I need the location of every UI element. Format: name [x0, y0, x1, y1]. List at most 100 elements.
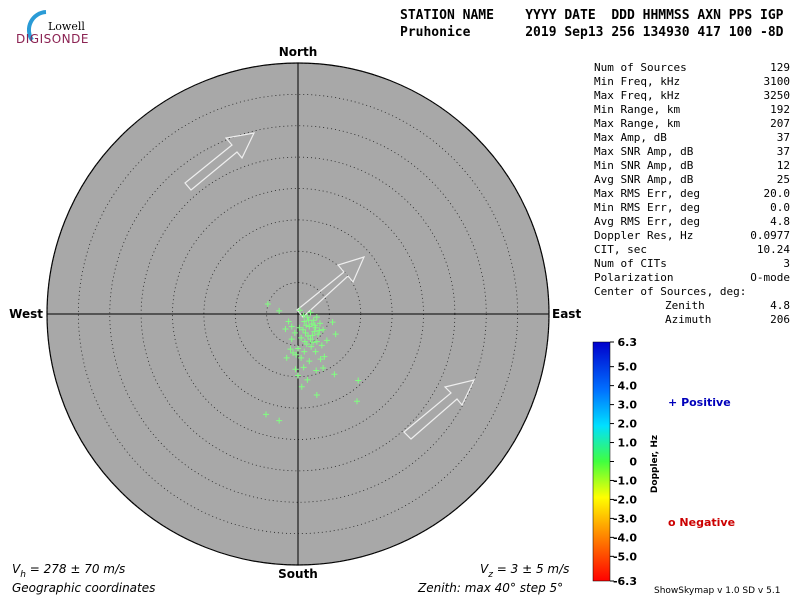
vh-rest: = 278 ± 70 m/s: [26, 562, 125, 576]
stat-value: O-mode: [750, 271, 790, 284]
stat-value: 3100: [764, 75, 791, 88]
vh-text: Vh = 278 ± 70 m/s: [12, 562, 125, 580]
stat-label: Min Freq, kHz: [594, 75, 680, 88]
stat-label: Polarization: [594, 271, 673, 284]
colorbar-tick-label: 0: [629, 456, 637, 469]
legend-positive: + Positive: [668, 396, 731, 409]
stat-label: CIT, sec: [594, 243, 647, 256]
source-point: [289, 349, 296, 356]
compass-label: West: [9, 307, 43, 321]
stat-label: Avg RMS Err, deg: [594, 215, 700, 228]
logo-bottom: DIGISONDE: [16, 32, 89, 46]
stat-value: 12: [777, 159, 790, 172]
header-line: Pruhonice 2019 Sep13 256 134930 417 100 …: [400, 25, 784, 40]
source-point: [296, 324, 303, 331]
colorbar-tick-label: -2.0: [613, 493, 637, 506]
source-point: [315, 331, 322, 338]
colorbar-tick-label: 1.0: [618, 437, 638, 450]
stat-label: Max RMS Err, deg: [594, 187, 700, 200]
source-point: [312, 348, 319, 355]
source-point: [264, 300, 271, 307]
source-point: [310, 317, 317, 324]
source-point: [295, 345, 301, 352]
center-label: Zenith: [665, 299, 705, 312]
source-point: [298, 334, 305, 341]
source-point: [298, 354, 305, 361]
source-point: [287, 346, 294, 353]
colorbar-tick-label: 3.0: [618, 399, 638, 412]
vz-v: V: [480, 562, 489, 576]
source-point: [303, 322, 310, 329]
colorbar-tick-label: -4.0: [613, 531, 637, 544]
source-point: [316, 320, 323, 327]
source-point: [304, 376, 311, 383]
colorbar-tick-label: -1.0: [613, 474, 637, 487]
stat-value: 0.0977: [750, 229, 790, 242]
stat-value: 37: [777, 145, 790, 158]
source-point: [292, 366, 299, 373]
compass-label: North: [279, 45, 317, 59]
source-point: [313, 367, 320, 374]
stat-label: Min RMS Err, deg: [594, 201, 700, 214]
stat-label: Max Freq, kHz: [594, 89, 680, 102]
colorbar-tick-label: -3.0: [613, 512, 637, 525]
stat-value: 207: [770, 117, 790, 130]
source-point: [301, 318, 308, 325]
colorbar-tick-label: -5.0: [613, 550, 637, 563]
colorbar-tick-label: -6.3: [613, 575, 637, 588]
stat-value: 192: [770, 103, 790, 116]
source-point: [353, 398, 360, 405]
source-point: [311, 322, 318, 329]
source-point: [308, 343, 315, 350]
source-point: [332, 331, 339, 338]
compass-label: South: [278, 567, 318, 581]
source-point: [282, 326, 289, 333]
source-point: [317, 356, 324, 363]
stat-label: Doppler Res, Hz: [594, 229, 693, 242]
colorbar-tick-label: 6.3: [618, 336, 638, 349]
stat-label: Max Amp, dB: [594, 131, 667, 144]
source-point: [320, 364, 327, 371]
source-point: [301, 348, 308, 355]
colorbar-tick-label: 2.0: [618, 418, 638, 431]
source-point: [296, 307, 303, 314]
colorbar-tick-label: 5.0: [618, 361, 638, 374]
center-value: 206: [770, 313, 790, 326]
source-point: [313, 338, 320, 345]
stat-label: Min SNR Amp, dB: [594, 159, 694, 172]
vz-rest: = 3 ± 5 m/s: [493, 562, 569, 576]
source-point: [313, 391, 320, 398]
vz-sub: z: [487, 570, 493, 580]
source-point: [288, 336, 295, 343]
source-point: [318, 342, 325, 349]
stat-label: Max SNR Amp, dB: [594, 145, 694, 158]
source-point: [300, 326, 307, 333]
source-point: [310, 339, 317, 346]
stat-value: 129: [770, 61, 790, 74]
source-point: [304, 314, 311, 321]
source-point: [302, 329, 309, 336]
source-point: [293, 351, 300, 358]
source-point: [307, 336, 314, 343]
source-point: [276, 417, 283, 424]
stat-value: 20.0: [764, 187, 791, 200]
source-point: [298, 383, 305, 390]
source-point: [305, 317, 312, 324]
source-point: [288, 323, 295, 330]
source-point: [311, 328, 318, 335]
stat-label: Min Range, km: [594, 103, 680, 116]
header-line: STATION NAME YYYY DATE DDD HHMMSS AXN PP…: [400, 8, 784, 23]
zenith-text: Zenith: max 40° step 5°: [417, 581, 563, 595]
source-point: [312, 324, 319, 331]
vh-v: V: [12, 562, 21, 576]
source-point: [316, 327, 323, 334]
legend-symbol: o: [668, 516, 676, 529]
vh-sub: h: [20, 570, 26, 580]
logo-top: Lowell: [48, 20, 85, 33]
source-point: [313, 314, 320, 321]
stat-label: Max Range, km: [594, 117, 680, 130]
stat-value: 10.24: [757, 243, 790, 256]
source-point: [331, 371, 338, 378]
stat-value: 3250: [764, 89, 791, 102]
source-point: [307, 309, 314, 316]
